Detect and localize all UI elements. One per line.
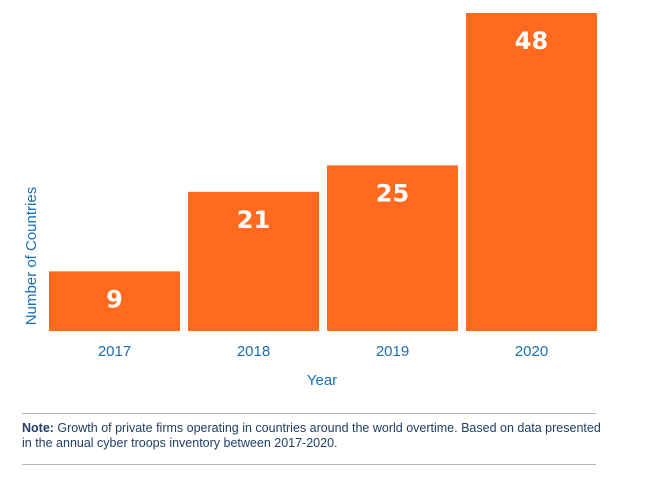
x-tick-label-2020: 2020 [515, 343, 548, 360]
bar-2018 [188, 191, 319, 331]
bar-value-label-2018: 21 [237, 206, 270, 234]
bar-chart: 9 21 25 48 2017 2018 2019 2020 Year Number of … [23, 13, 597, 389]
bars-group: 9 21 25 48 [49, 13, 597, 331]
note-bottom-divider [22, 464, 596, 465]
x-tick-label-2019: 2019 [376, 343, 409, 360]
bar-value-label-2019: 25 [376, 179, 409, 207]
note-top-divider [22, 413, 596, 414]
x-tick-label-2017: 2017 [98, 343, 131, 360]
x-tick-labels: 2017 2018 2019 2020 [98, 343, 548, 360]
chart-note: Note: Growth of private firms operating … [22, 421, 602, 451]
bar-2020 [466, 13, 597, 331]
bar-value-label-2020: 48 [515, 27, 548, 55]
note-text: Growth of private firms operating in cou… [22, 421, 601, 450]
bar-value-label-2017: 9 [106, 285, 123, 313]
x-tick-label-2018: 2018 [237, 343, 270, 360]
y-axis-title: Number of Countries [23, 187, 40, 325]
bar-2017 [49, 271, 180, 331]
note-label: Note: [22, 421, 54, 435]
x-axis-title: Year [307, 372, 337, 389]
bar-2019 [327, 165, 458, 331]
